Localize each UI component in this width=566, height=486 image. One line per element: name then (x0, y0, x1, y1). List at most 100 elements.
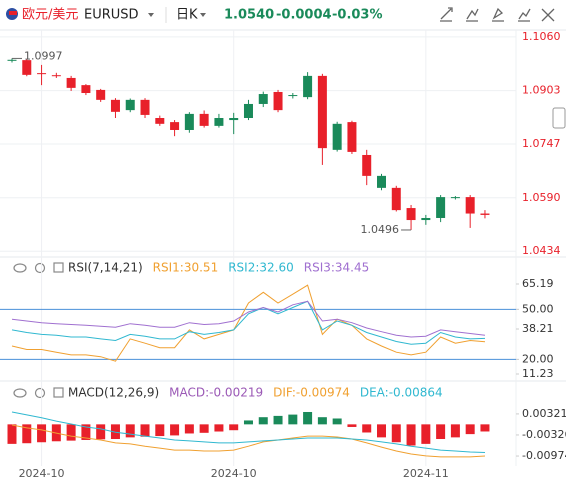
expand-icon[interactable] (53, 387, 64, 398)
dropdown-caret[interactable] (200, 13, 206, 17)
candle-body (37, 73, 47, 75)
macd-line (11, 424, 486, 458)
y-tick-label: 0.00321 (522, 407, 566, 420)
macd-bar (377, 424, 386, 438)
dropdown-caret[interactable] (148, 13, 154, 17)
candle-body (332, 123, 342, 150)
candle-body (362, 154, 372, 176)
side-panel-toggle[interactable] (552, 107, 566, 129)
y-tick-label: 1.0903 (522, 84, 561, 97)
candle-body (7, 59, 17, 61)
plots: 1.1060 1.0903 1.0747 1.0590 1.0434 2024-10 202… (0, 30, 566, 480)
indicator-icon[interactable] (466, 8, 479, 22)
pen-icon[interactable] (492, 7, 504, 22)
y-tick-label: -0.00326 (522, 428, 566, 441)
macd-bar (465, 424, 475, 435)
macd-bar (140, 424, 150, 437)
y-tick-label: 20.00 (522, 352, 554, 365)
y-tick-label: 38.21 (522, 322, 554, 335)
close-icon[interactable] (541, 8, 555, 22)
expand-icon[interactable] (53, 262, 64, 273)
candle-body (273, 91, 283, 111)
eye-icon[interactable] (13, 263, 27, 273)
candle-body (214, 118, 224, 126)
candle-body (421, 217, 431, 221)
candle-body (140, 99, 150, 115)
macd-bar (258, 417, 268, 425)
legend-entry: RSI3:34.45 (304, 261, 370, 275)
settings-icon[interactable] (34, 387, 46, 399)
candle-body (125, 99, 135, 111)
flag-stripe (9, 11, 17, 15)
y-tick-label: 11.23 (522, 367, 554, 380)
macd-line (11, 411, 486, 453)
candle-body (303, 75, 313, 98)
candle-body (155, 118, 165, 124)
legend-entry: RSI2:32.60 (228, 261, 294, 275)
y-tick-label: 1.0434 (522, 244, 561, 257)
y-tick-label: -0.00974 (522, 449, 566, 462)
candle-body (51, 75, 61, 77)
macd-bar (125, 424, 135, 438)
x-tick-label: 2024-11 (403, 467, 449, 480)
symbol[interactable]: EURUSD (84, 8, 139, 23)
macd-bar (214, 424, 224, 432)
macd-bar (81, 424, 91, 440)
candle-body (406, 208, 416, 221)
y-tick-label: 1.0747 (522, 137, 561, 150)
candle-body (66, 77, 76, 88)
price-change: -0.0004 (276, 8, 332, 23)
candle-body (480, 213, 490, 215)
macd-bar (22, 424, 32, 444)
candle-body (110, 99, 120, 112)
indicator-title: MACD(12,26,9) (68, 386, 159, 400)
x-tick-label: 2024-10 (211, 467, 257, 480)
macd-bar (450, 424, 460, 438)
compare-icon[interactable] (518, 8, 531, 22)
macd-bar (273, 415, 283, 425)
candle-body (347, 122, 357, 152)
draw-tool-icon[interactable] (440, 7, 453, 22)
x-tick-label: 2024-10 (19, 467, 65, 480)
price: 1.0540 (224, 8, 274, 23)
macd-bar (96, 424, 106, 440)
candle-body (258, 94, 268, 104)
candle-body (170, 122, 180, 130)
candle-body (199, 113, 209, 126)
price-change-pct: -0.03% (332, 8, 383, 23)
legend-entry: RSI1:30.51 (153, 261, 219, 275)
y-tick-label: 50.00 (522, 302, 554, 315)
candle-body (229, 118, 239, 121)
eye-icon[interactable] (13, 388, 27, 398)
candle-body (391, 187, 401, 211)
period[interactable]: 日K (176, 8, 198, 23)
macd-bar (66, 424, 76, 441)
macd-bar (110, 424, 120, 439)
pair-name[interactable]: 欧元/美元 (22, 8, 78, 23)
y-tick-label: 1.0590 (522, 191, 561, 204)
candle-body (436, 197, 446, 218)
candle-body (465, 197, 475, 214)
candle-body (377, 175, 386, 188)
macd-bar (7, 424, 17, 444)
macd-bar (362, 424, 372, 433)
rsi-line (11, 300, 486, 338)
macd-bar (184, 424, 194, 434)
legend-entry: DIF:-0.00974 (273, 386, 350, 400)
max-label: 1.0997 (24, 49, 63, 62)
legend-entry: MACD:-0.00219 (169, 386, 263, 400)
settings-icon[interactable] (34, 262, 46, 274)
candle-body (243, 103, 253, 119)
candle-body (22, 60, 32, 75)
macd-bar (288, 414, 298, 425)
macd-bar (480, 424, 490, 432)
macd-bar (243, 420, 253, 425)
rsi-line (11, 300, 486, 345)
min-label: 1.0496 (361, 223, 400, 236)
macd-bar (391, 424, 401, 443)
macd-bar (406, 424, 416, 446)
indicator-title: RSI(7,14,21) (68, 261, 143, 275)
legend-entry: DEA:-0.00864 (360, 386, 443, 400)
candle-body (317, 75, 327, 149)
